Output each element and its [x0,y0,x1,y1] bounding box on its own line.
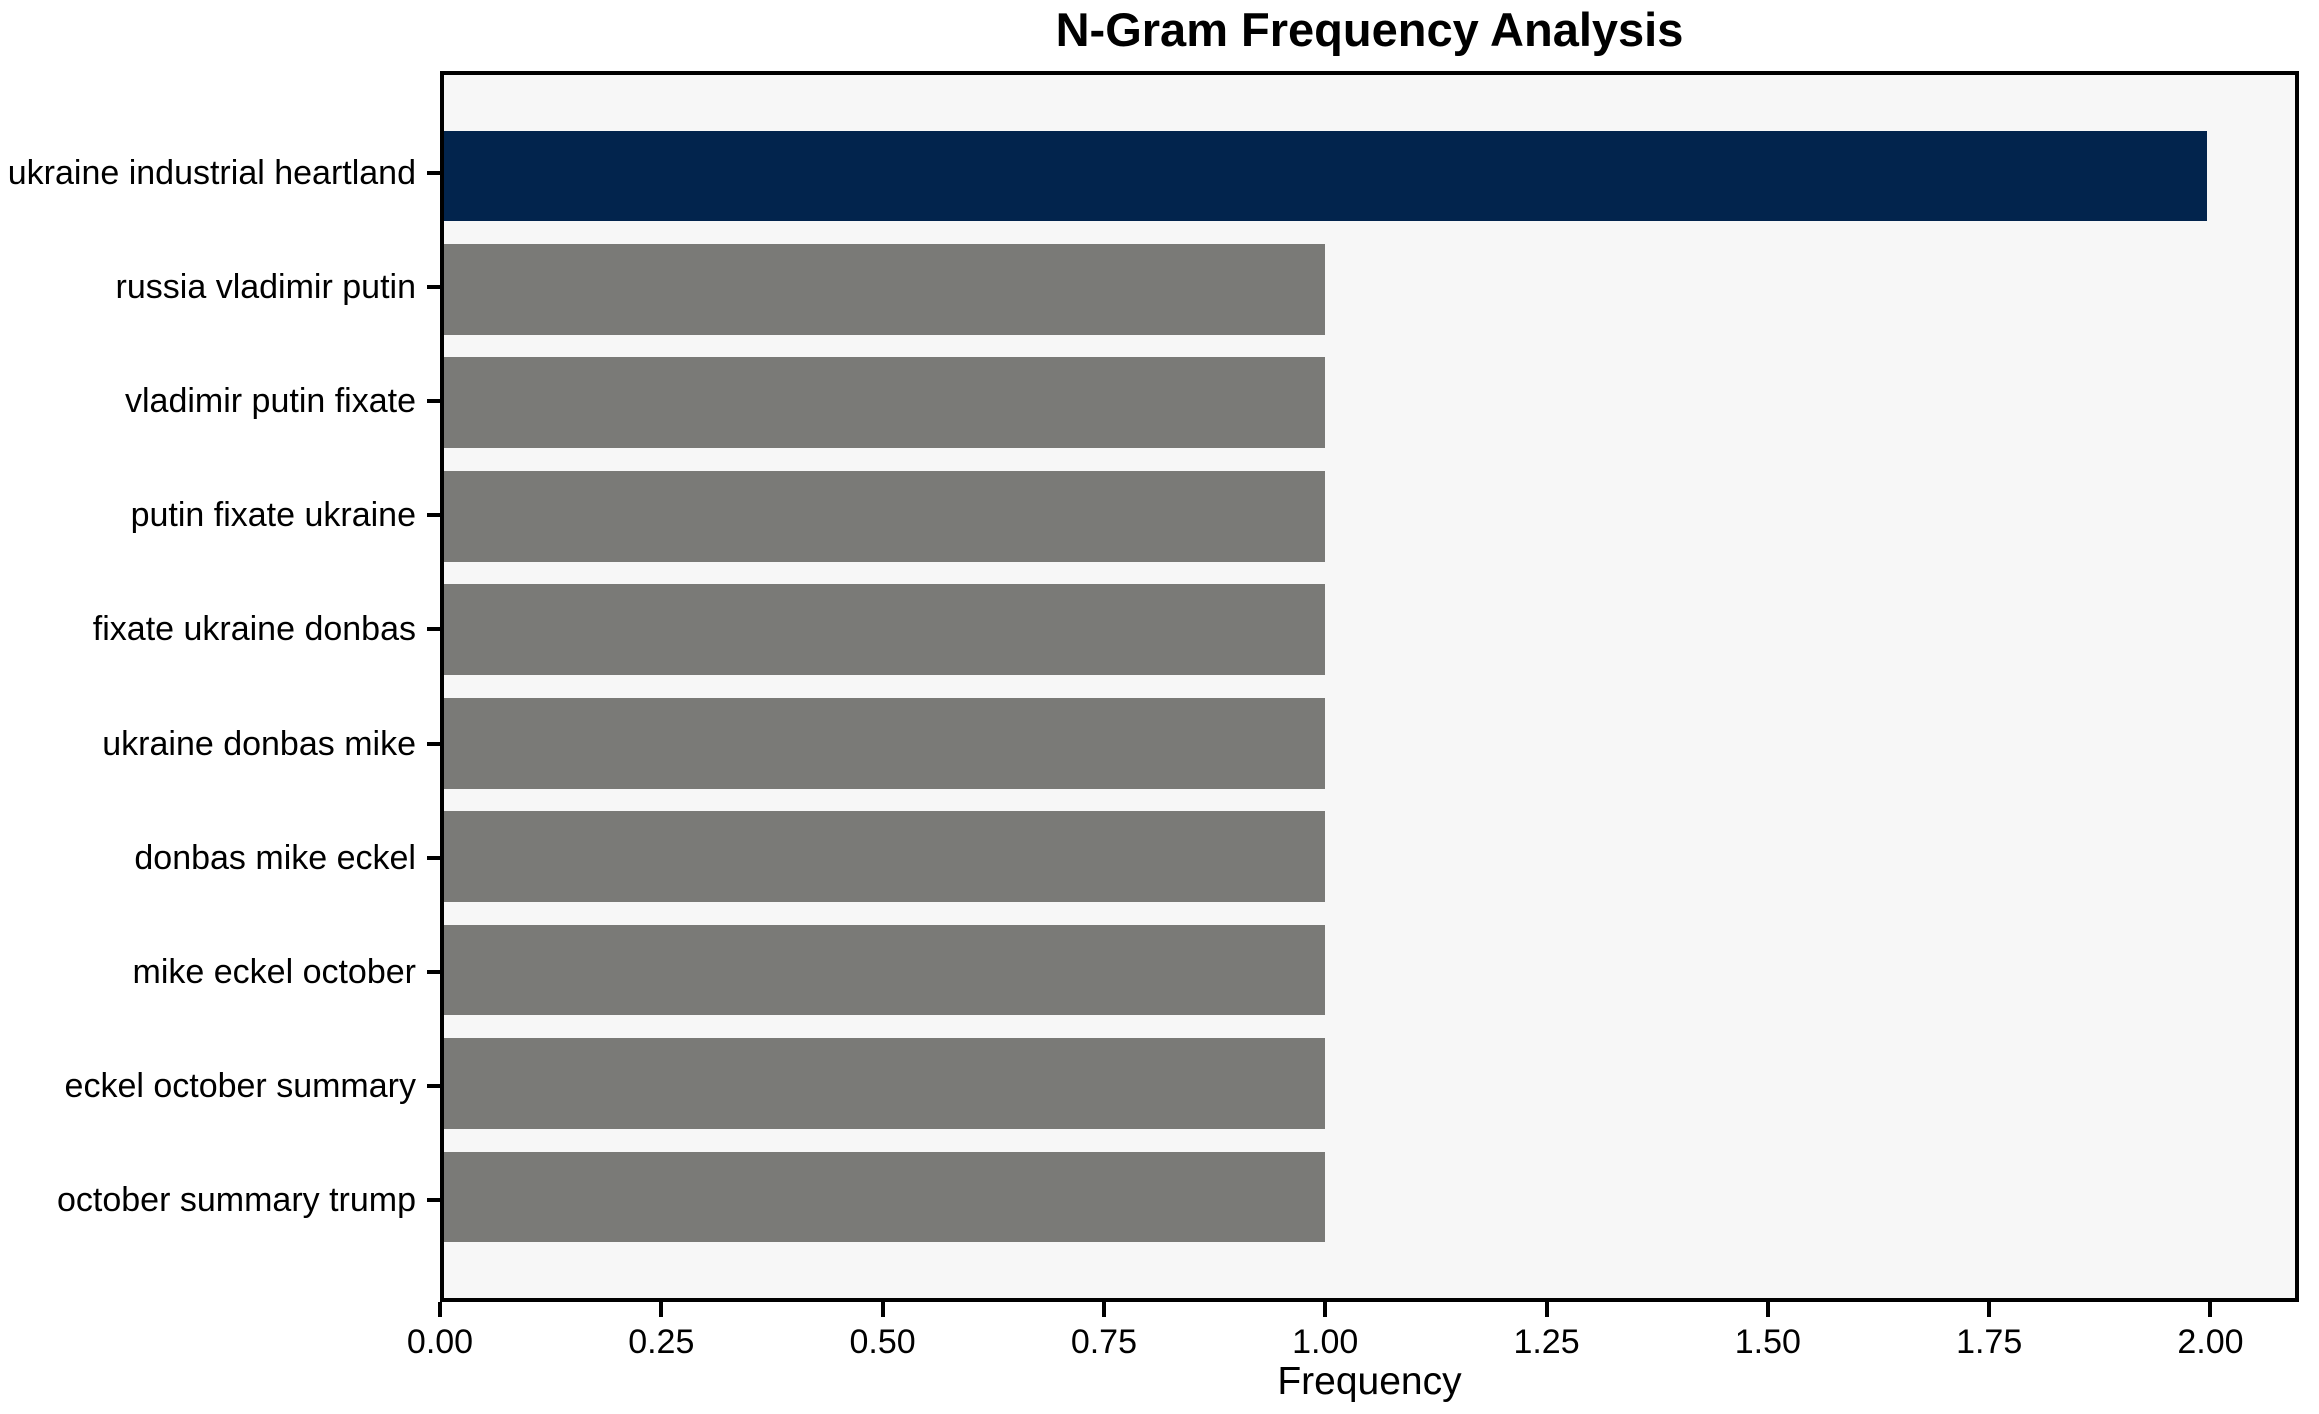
y-tick-mark [427,1198,440,1203]
bar [444,1038,1326,1129]
y-axis: ukraine industrial heartland russia vladi… [0,71,440,1302]
bar [444,130,2207,222]
y-tick-label: fixate ukraine donbas [92,610,416,649]
x-tick-label: 2.00 [2177,1323,2244,1361]
y-tick-mark [427,855,440,860]
x-tick-mark [1987,1302,1992,1317]
x-tick-label: 1.75 [1956,1323,2023,1361]
bar [444,584,1326,676]
y-tick-label: mike eckel october [132,952,416,991]
y-tick-label: ukraine industrial heartland [7,153,416,192]
x-tick-mark [880,1302,885,1317]
bar [444,811,1326,903]
x-tick-label: 0.25 [628,1323,695,1361]
x-tick-mark [1323,1302,1328,1317]
x-tick-mark [659,1302,664,1317]
y-tick-label: putin fixate ukraine [130,496,416,535]
x-tick-mark [1544,1302,1549,1317]
x-tick-mark [1101,1302,1106,1317]
chart-title: N-Gram Frequency Analysis [1055,3,1684,56]
x-axis: Frequency 0.00 0.25 0.50 0.75 1.00 1.25 1.50 1.… [407,1302,2299,1414]
x-tick-mark [438,1302,442,1317]
y-tick-mark [427,969,440,974]
x-tick-mark [1765,1302,1770,1317]
y-tick-mark [427,627,440,632]
y-tick-label: october summary trump [57,1181,416,1220]
x-axis-label: Frequency [1277,1360,1462,1403]
bar [444,1151,1326,1243]
bar [444,357,1326,449]
bar [444,697,1326,789]
y-tick-label: donbas mike eckel [134,838,416,877]
x-tick-label: 1.25 [1513,1323,1580,1361]
x-tick-label: 0.75 [1070,1323,1138,1361]
y-tick-mark [427,741,440,746]
x-tick-label: 1.00 [1292,1323,1359,1361]
y-tick-mark [427,170,440,175]
y-tick-label: ukraine donbas mike [102,724,416,763]
y-tick-mark [427,284,440,289]
y-tick-label: russia vladimir putin [115,267,416,306]
y-tick-mark [427,1084,440,1089]
x-tick-mark [2208,1302,2213,1317]
x-tick-label: 0.50 [849,1323,916,1361]
bar [444,470,1326,562]
y-tick-label: eckel october summary [64,1067,416,1106]
x-tick-label: 0.00 [406,1323,474,1361]
x-tick-label: 1.50 [1734,1323,1801,1361]
y-tick-label: vladimir putin fixate [124,382,416,421]
plot-area [440,71,2299,1302]
bar [444,924,1326,1016]
y-tick-mark [427,513,440,518]
y-tick-mark [427,399,440,404]
bar [444,244,1326,335]
